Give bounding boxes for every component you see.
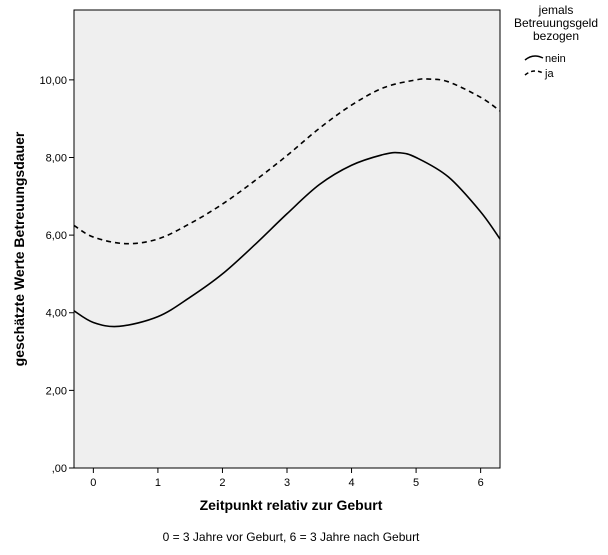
plot-frame <box>73 9 501 469</box>
y-tick-label: ,00 <box>52 463 67 475</box>
y-axis-ticks: ,00 2,00 4,00 6,00 8,00 10,00 <box>39 75 74 475</box>
legend-title-line: bezogen <box>533 29 579 43</box>
legend: jemals Betreuungsgeld bezogen nein ja <box>514 3 598 80</box>
series-layer <box>73 78 501 328</box>
x-tick-label: 0 <box>90 477 96 489</box>
legend-label-nein: nein <box>545 53 566 65</box>
x-tick-label: 2 <box>219 477 225 489</box>
legend-items: nein ja <box>524 53 566 80</box>
y-tick-label: 6,00 <box>46 230 67 242</box>
axis-note: 0 = 3 Jahre vor Geburt, 6 = 3 Jahre nach… <box>163 530 420 544</box>
x-axis-ticks: 0 1 2 3 4 5 6 <box>90 468 484 489</box>
x-tick-label: 1 <box>155 477 161 489</box>
legend-title-line: jemals <box>538 3 574 17</box>
legend-label-ja: ja <box>544 68 554 80</box>
x-tick-label: 3 <box>284 477 290 489</box>
legend-swatch-ja <box>524 70 544 76</box>
plot-area <box>74 10 500 468</box>
legend-swatch-nein <box>524 55 544 61</box>
legend-title-line: Betreuungsgeld <box>514 16 598 30</box>
x-tick-label: 6 <box>478 477 484 489</box>
y-tick-label: 10,00 <box>39 75 67 87</box>
x-axis-label: Zeitpunkt relativ zur Geburt <box>200 497 383 513</box>
y-tick-label: 4,00 <box>46 308 67 320</box>
y-tick-label: 2,00 <box>46 385 67 397</box>
y-axis-label: geschätzte Werte Betreuungsdauer <box>11 131 27 366</box>
series-line-ja <box>73 78 501 245</box>
y-tick-label: 8,00 <box>46 152 67 164</box>
series-line-nein <box>73 151 501 328</box>
x-tick-label: 5 <box>413 477 419 489</box>
x-tick-label: 4 <box>348 477 354 489</box>
